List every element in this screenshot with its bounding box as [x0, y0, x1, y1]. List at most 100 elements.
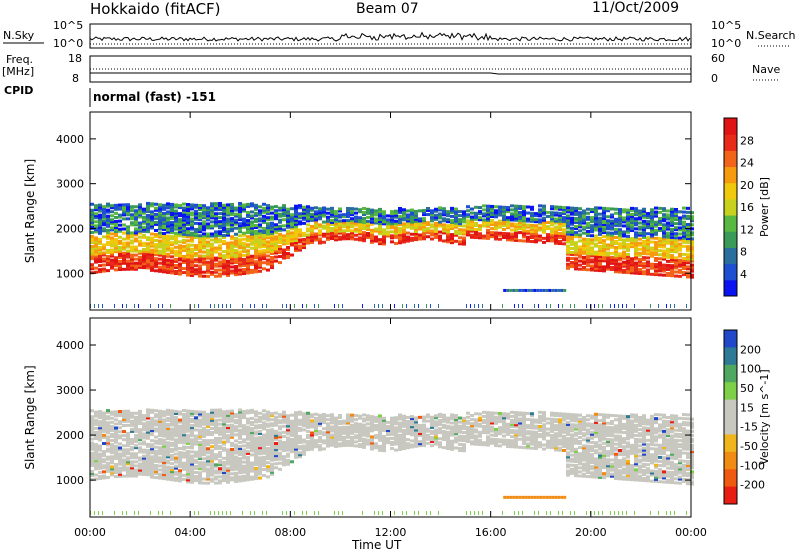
velocity-cell	[98, 476, 102, 480]
power-cell	[586, 217, 590, 221]
velocity-cell	[106, 427, 110, 431]
velocity-cell	[126, 452, 130, 456]
power-cell	[162, 262, 166, 266]
velocity-cell	[298, 453, 302, 457]
velocity-cell	[106, 475, 110, 479]
power-cell	[282, 218, 286, 222]
power-cell	[682, 263, 686, 267]
power-cell	[274, 243, 278, 247]
power-cell	[618, 236, 622, 240]
velocity-cell	[150, 461, 154, 465]
power-cell	[298, 222, 302, 226]
power-cell	[402, 232, 406, 236]
velocity-cell	[222, 414, 226, 418]
velocity-cell	[234, 463, 238, 467]
power-cell	[238, 238, 242, 242]
velocity-cell	[274, 441, 278, 445]
power-cell	[274, 217, 278, 221]
power-cell	[662, 215, 666, 219]
power-cell	[122, 267, 126, 271]
velocity-cell	[254, 467, 258, 471]
velocity-cell	[382, 445, 386, 449]
power-cell	[102, 304, 103, 308]
velocity-cell	[206, 424, 210, 428]
power-cell	[98, 237, 102, 241]
power-cell	[670, 237, 674, 241]
power-cell	[390, 230, 394, 234]
velocity-cell	[250, 447, 254, 451]
velocity-cell	[178, 469, 182, 473]
velocity-cell	[222, 442, 226, 446]
velocity-cell	[282, 416, 286, 420]
power-cell	[210, 210, 214, 214]
power-cell	[602, 265, 606, 269]
power-cell	[690, 233, 694, 237]
power-cell	[306, 227, 310, 231]
power-cell	[658, 237, 662, 241]
velocity-cell	[294, 423, 298, 427]
power-cell	[370, 216, 374, 220]
velocity-cell	[150, 463, 154, 467]
power-cell	[142, 209, 146, 213]
power-cell	[198, 244, 202, 248]
power-cell	[398, 229, 402, 233]
power-cell	[218, 272, 222, 276]
power-cell	[110, 232, 114, 236]
power-cell	[554, 239, 558, 243]
velocity-cell	[202, 469, 206, 473]
power-cell	[210, 304, 211, 308]
power-cell	[222, 264, 226, 268]
velocity-cell	[254, 420, 258, 424]
power-cell	[350, 223, 354, 227]
velocity-cell	[102, 450, 106, 454]
power-cell	[586, 221, 590, 225]
power-cell	[130, 239, 134, 243]
power-cell	[122, 217, 126, 221]
velocity-cell	[242, 432, 246, 436]
velocity-cell	[114, 446, 118, 450]
velocity-cell	[378, 428, 382, 432]
power-cell	[174, 249, 178, 253]
power-cell	[142, 211, 146, 215]
power-cell	[114, 228, 118, 232]
velocity-cell	[338, 432, 342, 436]
velocity-cell	[378, 436, 382, 440]
power-cell	[238, 222, 242, 226]
velocity-cell	[210, 408, 214, 412]
power-cell	[330, 222, 334, 226]
power-cell	[654, 236, 658, 240]
velocity-cell	[254, 446, 258, 450]
power-cell	[182, 271, 186, 275]
power-cell	[170, 243, 174, 247]
power-cell	[210, 216, 214, 220]
power-cell	[106, 234, 110, 238]
power-cell	[210, 202, 214, 206]
velocity-cell	[158, 448, 162, 452]
velocity-cell	[386, 420, 390, 424]
velocity-cell	[282, 414, 286, 418]
velocity-cell	[94, 467, 98, 471]
velocity-cell	[102, 476, 106, 480]
power-cell	[326, 215, 330, 219]
velocity-cell	[378, 416, 382, 420]
power-cell	[286, 254, 290, 258]
velocity-cell	[278, 461, 282, 465]
power-cell	[470, 225, 474, 229]
velocity-cell	[194, 479, 198, 483]
velocity-cell	[186, 409, 190, 413]
power-cell	[158, 241, 162, 245]
power-cell	[266, 246, 270, 250]
velocity-cell	[222, 475, 226, 479]
power-cell	[338, 235, 342, 239]
velocity-cell	[262, 425, 266, 429]
power-cell	[190, 267, 194, 271]
velocity-cell	[166, 425, 170, 429]
power-cell	[182, 254, 186, 258]
power-cell	[102, 235, 106, 239]
power-cell	[354, 217, 358, 221]
velocity-cell	[170, 429, 174, 433]
velocity-cell	[198, 511, 199, 515]
power-cell	[610, 267, 614, 271]
power-cell	[238, 258, 242, 262]
velocity-cell	[186, 449, 190, 453]
